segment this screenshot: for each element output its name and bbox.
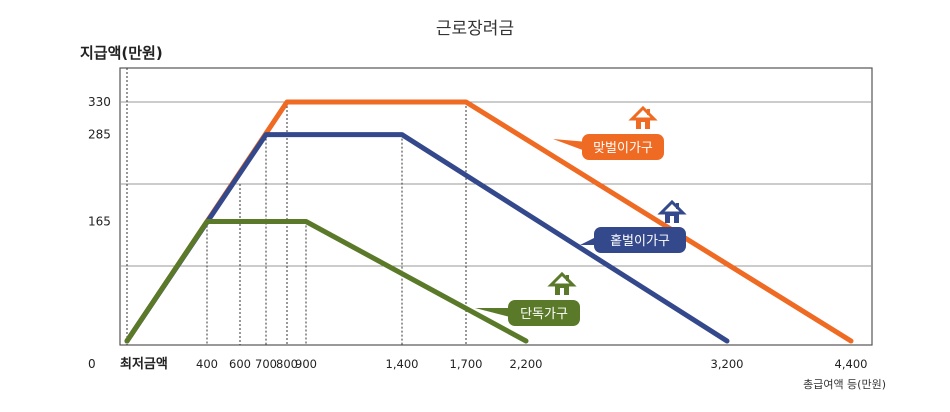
legend-label-1: 맞벌이가구 <box>593 141 653 156</box>
x-tick-label: 1,400 <box>386 357 419 371</box>
x-tick-label: 4,400 <box>835 357 868 371</box>
legend-badge-2 <box>594 227 686 253</box>
x-tick-label: 600 <box>229 357 251 371</box>
y-axis-label: 지급액(만원) <box>80 44 163 62</box>
chart-title: 근로장려금 <box>435 19 515 39</box>
callout-pointer-3 <box>475 308 514 318</box>
house-icon-door-1 <box>641 122 645 129</box>
y-tick-label: 330 <box>88 95 111 109</box>
x-tick-label: 1,700 <box>450 357 483 371</box>
x-tick-origin: 0 <box>88 357 96 371</box>
plot-frame <box>119 67 873 346</box>
x-tick-label: 900 <box>295 357 317 371</box>
y-tick-label: 285 <box>88 128 111 142</box>
series-line-3 <box>124 219 529 344</box>
house-icon-door-3 <box>560 288 564 295</box>
house-icon-roof-2 <box>657 199 687 215</box>
house-icon-roof-1 <box>628 105 658 121</box>
x-tick-label: 2,200 <box>510 357 543 371</box>
x-tick-label: 400 <box>196 357 218 371</box>
house-icon-roof-3 <box>547 271 577 287</box>
x-axis-label: 총급여액 등(만원) <box>803 378 886 391</box>
legend-label-3: 단독가구 <box>520 307 568 322</box>
x-tick-label: 800 <box>276 357 298 371</box>
x-tick-label: 3,200 <box>711 357 744 371</box>
x-tick-label: 700 <box>255 357 277 371</box>
legend-badge-1 <box>582 134 664 160</box>
y-tick-label: 165 <box>88 215 111 229</box>
callout-pointer-1 <box>553 139 588 152</box>
house-icon-chimney-3 <box>566 275 569 281</box>
house-icon-door-2 <box>670 216 674 223</box>
house-icon-chimney-1 <box>647 109 650 115</box>
x-tick-min-amount: 최저금액 <box>120 357 168 372</box>
legend-label-2: 홑벌이가구 <box>610 234 670 249</box>
house-icon-chimney-2 <box>676 203 679 209</box>
legend-badge-3 <box>508 300 580 326</box>
